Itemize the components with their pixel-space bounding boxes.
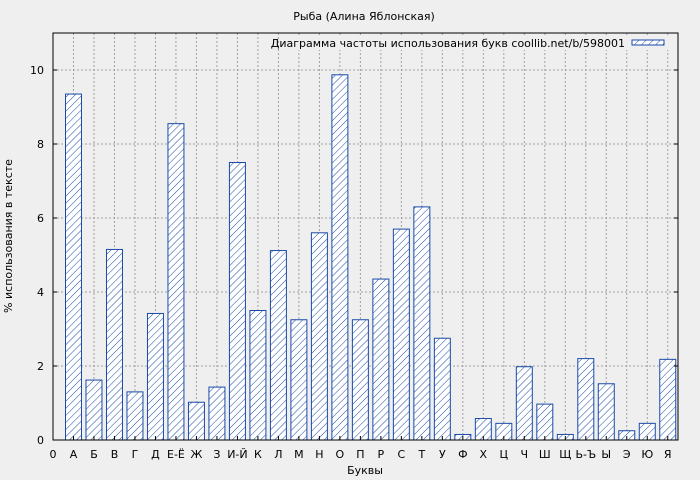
x-tick-label: Д [151, 448, 160, 461]
plot-frame [52, 32, 679, 441]
legend-box [283, 36, 673, 50]
legend-swatch [631, 39, 665, 46]
x-tick-label: Х [480, 448, 488, 461]
y-tick-label: 8 [37, 138, 44, 151]
y-tick-label: 4 [37, 286, 44, 299]
bar [413, 206, 431, 441]
x-tick-label: А [70, 448, 78, 461]
y-tick-label: 0 [37, 434, 44, 447]
x-tick-label: Г [132, 448, 139, 461]
bar [351, 319, 369, 441]
x-tick-label: Ю [641, 448, 653, 461]
bar [85, 379, 103, 441]
x-tick-label: П [356, 448, 364, 461]
bar [228, 162, 246, 441]
x-tick-label: О [336, 448, 345, 461]
x-axis-label: Буквы [347, 464, 383, 477]
x-tick-label: У [439, 448, 446, 461]
x-tick-label: Б [90, 448, 98, 461]
bar [515, 366, 533, 441]
bar [290, 319, 308, 441]
bar [597, 383, 615, 441]
x-tick-label: Ы [601, 448, 611, 461]
bar [577, 358, 595, 441]
bars [65, 74, 677, 441]
x-tick-label: Ф [458, 448, 467, 461]
grid [53, 33, 678, 440]
x-tick-label: Ц [500, 448, 509, 461]
bar [249, 310, 267, 441]
x-tick-label: Э [623, 448, 631, 461]
x-tick-label: Р [378, 448, 385, 461]
x-tick-label: Ш [539, 448, 551, 461]
bar [269, 250, 287, 441]
x-tick-label: К [254, 448, 262, 461]
x-tick-label: И-Й [227, 448, 247, 461]
x-tick-label: Т [417, 448, 425, 461]
x-tick-label: Н [315, 448, 323, 461]
x-tick-label: Ч [521, 448, 529, 461]
bar [167, 123, 185, 441]
bar [536, 403, 554, 441]
y-tick-label: 2 [37, 360, 44, 373]
bar [372, 278, 390, 441]
bar [65, 93, 82, 441]
bar [126, 391, 144, 441]
x-tick-label: С [398, 448, 406, 461]
x-tick-label: Е-Ё [167, 448, 185, 461]
x-tick-label: Щ [559, 448, 571, 461]
bar [310, 232, 328, 441]
y-tick-label: 6 [37, 212, 44, 225]
x-tick-label: 0 [50, 448, 57, 461]
bar [433, 337, 451, 441]
legend: Диаграмма частоты использования букв coo… [271, 36, 673, 50]
bar [146, 312, 164, 441]
bar [392, 228, 410, 441]
bar [187, 401, 205, 441]
x-tick-label: Я [664, 448, 672, 461]
x-tick-label: Ж [191, 448, 203, 461]
bar [105, 248, 123, 441]
chart-title: Рыба (Алина Яблонская) [293, 10, 435, 23]
bar [331, 74, 349, 441]
x-tick-label: В [111, 448, 119, 461]
x-tick-label: М [294, 448, 304, 461]
bar [659, 358, 677, 441]
legend-label: Диаграмма частоты использования букв coo… [271, 37, 625, 50]
x-tick-label: Л [274, 448, 282, 461]
x-tick-label: З [213, 448, 220, 461]
y-tick-label: 10 [30, 64, 44, 77]
y-axis-label: % использования в тексте [2, 159, 15, 313]
bar [208, 386, 226, 441]
x-tick-label: Ь-Ъ [575, 448, 596, 461]
